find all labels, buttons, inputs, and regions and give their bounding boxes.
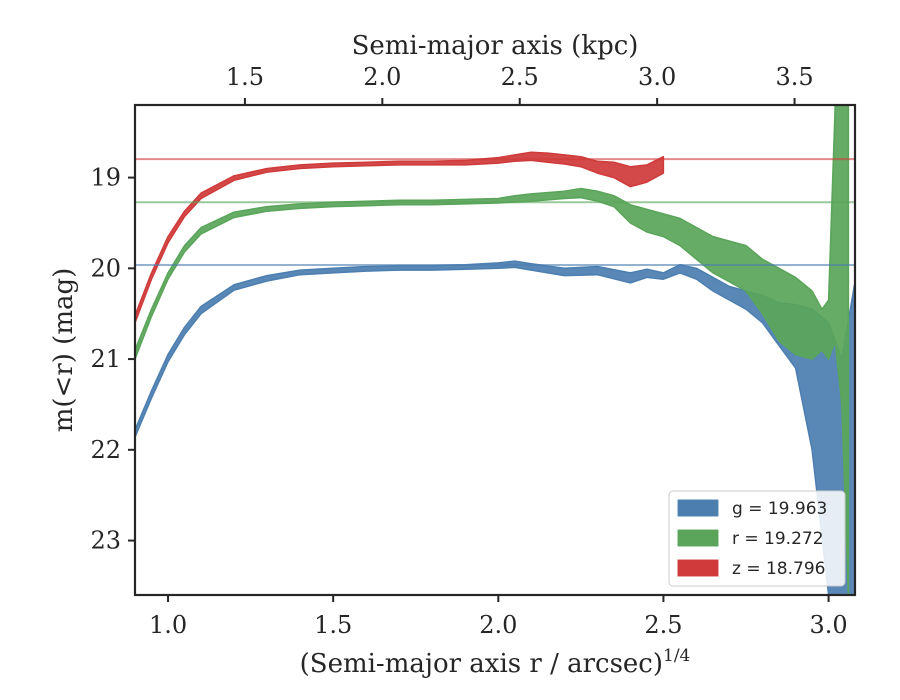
x2-tick-label: 2.0 [363, 63, 401, 91]
y-tick-label: 21 [90, 345, 121, 373]
plot-frame [133, 103, 857, 597]
y-axis-label: m(<r) (mag) [49, 268, 79, 433]
x-tick-label: 2.5 [644, 611, 682, 639]
x2-tick-label: 2.5 [501, 63, 539, 91]
legend-swatch-r [677, 529, 719, 547]
x-tick-label: 2.0 [479, 611, 517, 639]
x-axis-label-exponent: 1/4 [663, 646, 690, 666]
x-tick-label: 1.5 [314, 611, 352, 639]
x2-axis-label: Semi-major axis (kpc) [352, 31, 639, 61]
total-magnitude-lines [135, 158, 855, 266]
x2-tick-label: 1.5 [226, 63, 264, 91]
legend-swatch-g [677, 499, 719, 517]
y-tick-label: 23 [90, 527, 121, 555]
legend: g = 19.963 r = 19.272 z = 18.796 [668, 490, 846, 587]
legend-label-r: r = 19.272 [732, 529, 824, 549]
x-axis-label: (Semi-major axis r / arcsec)1/4 [300, 646, 691, 679]
x-tick-label: 3.0 [809, 611, 847, 639]
tick-layer: 1.0 1.5 2.0 2.5 3.0 1.5 2.0 2.5 3.0 3.5 19 20 21 22 23 [90, 63, 847, 639]
y-tick-label: 20 [90, 254, 121, 282]
x2-tick-label: 3.5 [775, 63, 813, 91]
legend-swatch-z [677, 559, 719, 577]
band-z [134, 151, 665, 324]
legend-label-z: z = 18.796 [732, 559, 825, 579]
x-tick-label: 1.0 [149, 611, 187, 639]
y-tick-label: 19 [90, 164, 121, 192]
x-axis-label-main: (Semi-major axis r / arcsec) [300, 649, 663, 679]
legend-label-g: g = 19.963 [732, 499, 827, 519]
y-tick-label: 22 [90, 436, 121, 464]
x2-tick-label: 3.0 [638, 63, 676, 91]
